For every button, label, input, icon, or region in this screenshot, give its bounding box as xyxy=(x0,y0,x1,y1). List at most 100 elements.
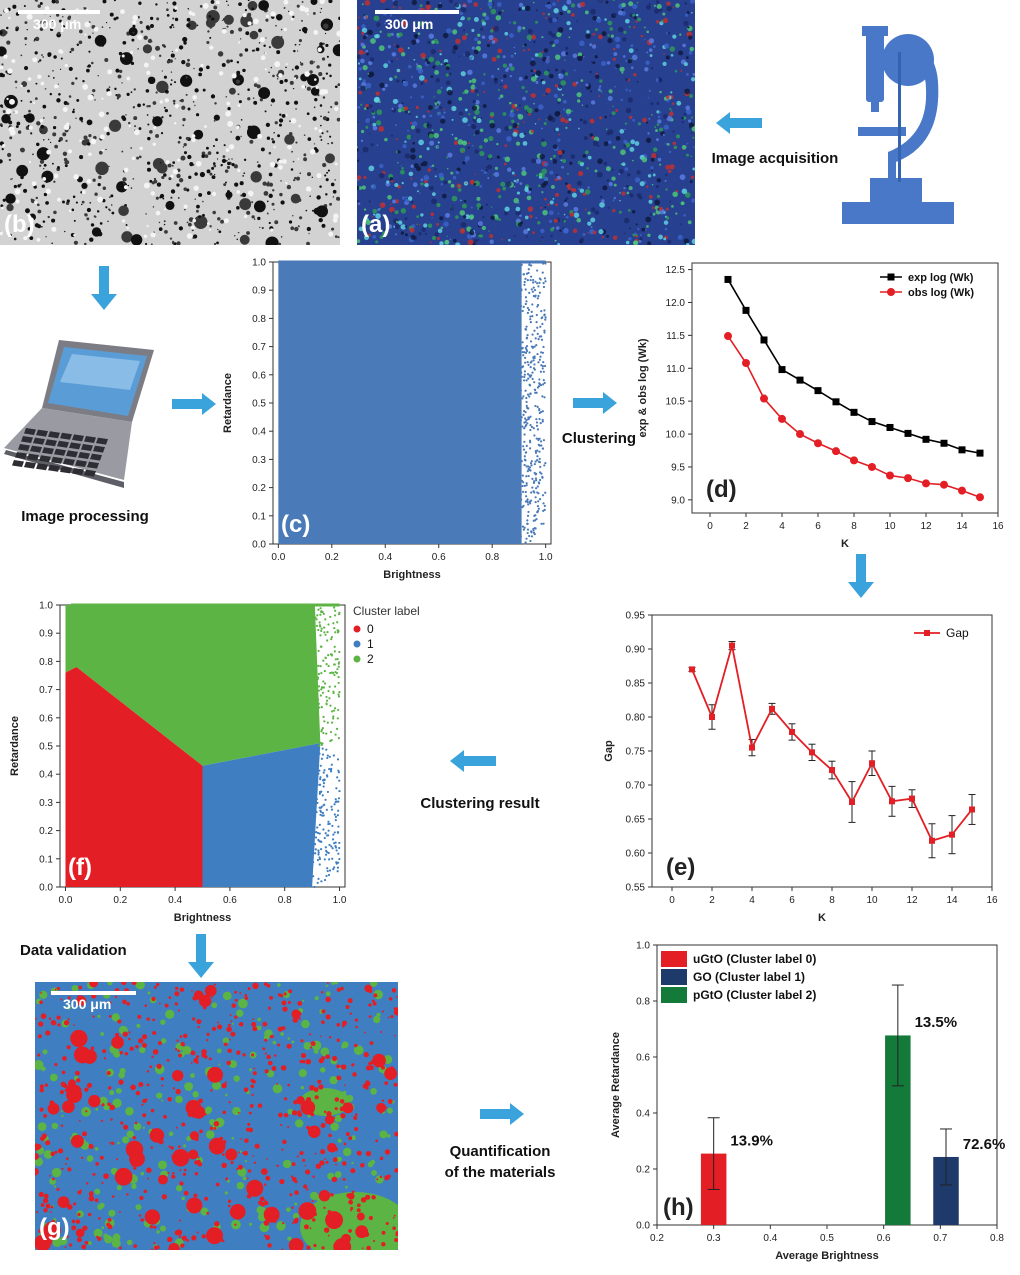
scatter-point xyxy=(515,266,518,269)
scatter-point xyxy=(534,514,537,517)
scatter-point xyxy=(533,363,536,366)
scatter-point xyxy=(535,518,538,521)
scatter-point xyxy=(316,826,319,829)
scatter-point xyxy=(306,856,309,859)
data-point xyxy=(689,666,695,673)
scatter-point xyxy=(322,804,325,807)
scatter-point xyxy=(306,699,309,702)
scatter-point xyxy=(323,769,326,772)
scatter-point xyxy=(322,715,325,719)
scatter-point xyxy=(319,778,322,781)
scatter-point xyxy=(325,663,328,666)
y-tick-label: 0.2 xyxy=(39,826,53,837)
arrow-icon xyxy=(450,750,496,772)
scatter-point xyxy=(515,278,519,281)
scatter-point xyxy=(329,615,332,619)
scatter-point xyxy=(311,818,314,822)
data-point xyxy=(849,799,855,805)
scatter-point xyxy=(320,688,323,691)
scatter-point xyxy=(543,364,547,368)
scatter-point xyxy=(513,398,516,402)
legend-swatch xyxy=(661,951,687,967)
scatter-point xyxy=(536,510,539,514)
data-point xyxy=(940,480,948,489)
scatter-point xyxy=(542,379,545,382)
scatter-point xyxy=(337,737,340,740)
scatter-point xyxy=(526,519,529,522)
scatter-point xyxy=(316,678,319,681)
scatter-point xyxy=(323,778,326,781)
scatter-point xyxy=(514,299,518,302)
cluster-1-region xyxy=(202,743,321,887)
chart-f: 0.0 0.2 0.4 0.6 0.8 1.0 0.0 0.1 0.2 0.3 0.4 0.5 0.6 0… xyxy=(9,601,420,925)
scatter-point xyxy=(543,309,546,312)
scatter-point xyxy=(303,760,306,763)
scatter-point xyxy=(524,288,527,291)
scatter-point xyxy=(326,834,329,837)
scatter-point xyxy=(304,870,307,873)
scatter-point xyxy=(525,404,528,407)
y-tick-label: 0.6 xyxy=(39,713,53,724)
scatter-point xyxy=(318,624,322,627)
scatter-point xyxy=(320,672,323,675)
scatter-point xyxy=(532,367,536,370)
scatter-point xyxy=(536,352,539,356)
y-tick-label: 0.8 xyxy=(636,997,650,1008)
scatter-point xyxy=(523,455,526,458)
scatter-point xyxy=(517,538,521,541)
scatter-point xyxy=(308,630,311,633)
y-tick-label: 12.0 xyxy=(666,298,686,309)
scatter-point xyxy=(316,781,319,784)
y-tick-label: 0.5 xyxy=(252,399,266,410)
scatter-point xyxy=(524,389,527,392)
scatter-point xyxy=(514,289,518,292)
scatter-point xyxy=(337,825,340,828)
scatter-point xyxy=(534,500,537,504)
data-point xyxy=(976,493,984,502)
scatter-point xyxy=(513,295,516,298)
scatter-point xyxy=(533,355,536,358)
scatter-point xyxy=(321,814,324,817)
x-tick-label: 0.2 xyxy=(113,895,127,906)
label-clustering-result: Clustering result xyxy=(420,795,540,812)
scatter-point xyxy=(313,745,317,748)
scatter-point xyxy=(324,853,328,856)
scatter-point xyxy=(544,280,547,283)
scatter-point xyxy=(317,664,320,667)
x-tick-label: 6 xyxy=(789,895,795,906)
data-point xyxy=(724,332,732,341)
scatter-point xyxy=(522,395,525,398)
scale-bar xyxy=(51,991,136,995)
scatter-point xyxy=(323,631,326,634)
scatter-point xyxy=(541,447,545,450)
scatter-point xyxy=(537,507,540,510)
scatter-point xyxy=(540,338,544,341)
cluster-2-region xyxy=(65,605,321,766)
chart-e: 0 2 4 6 8 10 12 14 16 0.55 0.60 0.65 0.70 0.75 0.80 0.8… xyxy=(603,611,998,925)
scatter-point xyxy=(307,676,311,679)
scatter-point xyxy=(521,484,524,488)
scatter-point xyxy=(521,346,524,350)
arrow-icon xyxy=(188,934,214,978)
data-point xyxy=(809,749,815,756)
data-point xyxy=(886,471,894,480)
scatter-point xyxy=(308,767,311,771)
scatter-point xyxy=(330,763,333,766)
scatter-point xyxy=(304,853,307,856)
scatter-point xyxy=(306,725,309,729)
data-point xyxy=(949,831,955,838)
scatter-point xyxy=(543,331,546,334)
scatter-point xyxy=(536,405,539,408)
scatter-point xyxy=(513,374,516,377)
data-point xyxy=(760,394,768,403)
data-point xyxy=(868,418,876,426)
scatter-point xyxy=(535,421,539,424)
x-tick-label: 12 xyxy=(920,521,932,532)
scatter-point xyxy=(544,316,547,319)
panel-letter-c: (c) xyxy=(281,511,310,538)
scatter-point xyxy=(524,346,527,349)
scatter-point xyxy=(517,310,520,313)
scatter-point xyxy=(524,296,528,299)
data-point xyxy=(886,423,894,431)
scatter-point xyxy=(333,803,336,806)
